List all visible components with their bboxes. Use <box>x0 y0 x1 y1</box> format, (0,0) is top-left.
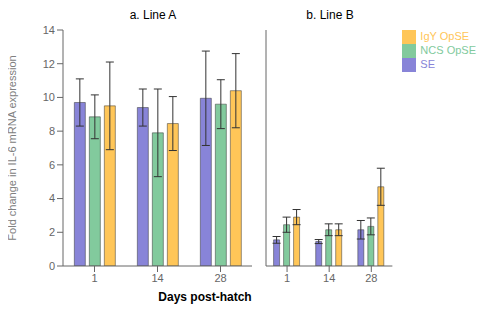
svg-text:2: 2 <box>49 226 55 238</box>
html-text:a. Line A: a. Line A <box>129 8 177 22</box>
svg-text:6: 6 <box>49 159 55 171</box>
svg-text:12: 12 <box>43 58 55 70</box>
svg-text:4: 4 <box>49 192 55 204</box>
svg-text:10: 10 <box>43 91 55 103</box>
html-text:NCS OpSE: NCS OpSE <box>420 44 476 57</box>
svg-text:8: 8 <box>49 125 55 137</box>
svg-text:1: 1 <box>91 272 97 284</box>
svg-text:Fold change in IL-6 mRNA expre: Fold change in IL-6 mRNA expression <box>8 55 18 240</box>
html-text:Days post-hatch: Days post-hatch <box>158 290 252 304</box>
svg-text:1: 1 <box>284 272 290 284</box>
html-text:IgY OpSE: IgY OpSE <box>420 30 470 42</box>
svg-text:28: 28 <box>365 272 377 284</box>
svg-text:14: 14 <box>151 272 163 284</box>
html-text:b. Line B: b. Line B <box>306 8 354 22</box>
svg-text:0: 0 <box>49 260 55 272</box>
svg-text:14: 14 <box>323 272 335 284</box>
svg-text:28: 28 <box>214 272 226 284</box>
svg-text:14: 14 <box>43 24 55 36</box>
html-text:SE: SE <box>420 58 435 71</box>
